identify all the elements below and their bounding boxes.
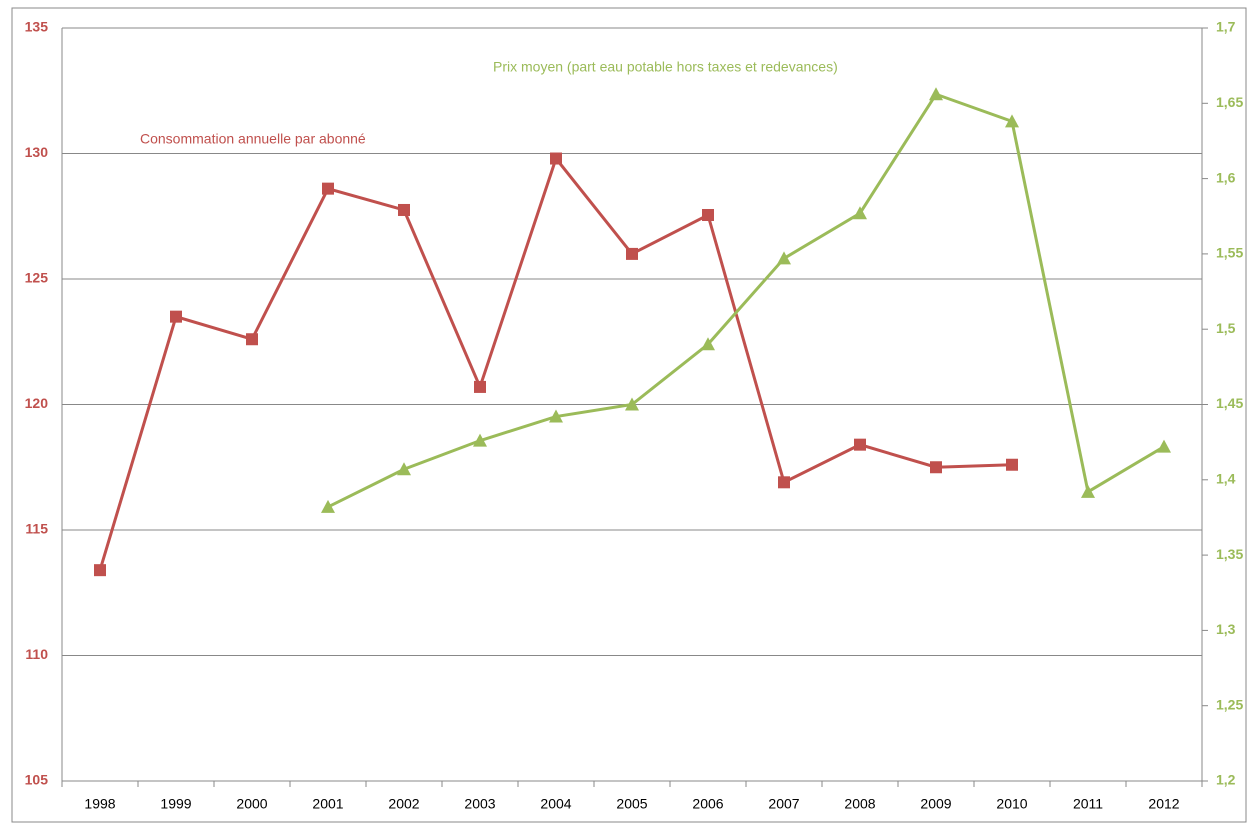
marker bbox=[474, 380, 486, 393]
marker bbox=[473, 433, 487, 447]
marker bbox=[1157, 439, 1171, 453]
marker bbox=[397, 462, 411, 476]
y2-tick-label: 1,45 bbox=[1216, 395, 1243, 411]
y2-tick-label: 1,6 bbox=[1216, 169, 1236, 185]
series-line bbox=[327, 92, 1165, 509]
marker bbox=[1006, 458, 1018, 471]
marker bbox=[549, 409, 563, 423]
y-tick-label: 115 bbox=[25, 521, 48, 537]
marker bbox=[246, 333, 258, 346]
x-tick-label: 2008 bbox=[844, 796, 875, 812]
x-tick-label: 2012 bbox=[1148, 796, 1179, 812]
series-line bbox=[98, 155, 1013, 571]
y-tick-label: 120 bbox=[25, 395, 49, 411]
x-tick-label: 1999 bbox=[160, 796, 191, 812]
y2-tick-label: 1,35 bbox=[1216, 546, 1243, 562]
x-tick-label: 2003 bbox=[464, 796, 495, 812]
marker bbox=[930, 461, 942, 474]
marker bbox=[322, 182, 334, 195]
marker bbox=[625, 397, 639, 411]
y2-tick-label: 1,3 bbox=[1216, 621, 1236, 637]
marker bbox=[398, 203, 410, 216]
marker bbox=[94, 564, 106, 577]
marker bbox=[1081, 484, 1095, 498]
marker bbox=[701, 337, 715, 351]
y2-tick-label: 1,25 bbox=[1216, 696, 1243, 712]
y2-tick-label: 1,4 bbox=[1216, 471, 1236, 487]
marker bbox=[854, 438, 866, 451]
x-tick-label: 2000 bbox=[236, 796, 267, 812]
y2-tick-label: 1,65 bbox=[1216, 94, 1243, 110]
x-tick-label: 2007 bbox=[768, 796, 799, 812]
series-label: Consommation annuelle par abonné bbox=[140, 131, 366, 147]
marker bbox=[777, 251, 791, 265]
marker bbox=[626, 247, 638, 260]
x-tick-label: 2010 bbox=[996, 796, 1027, 812]
x-tick-label: 2011 bbox=[1073, 796, 1103, 812]
marker bbox=[170, 310, 182, 323]
y-tick-label: 130 bbox=[25, 144, 49, 160]
marker bbox=[929, 87, 943, 101]
marker bbox=[853, 206, 867, 220]
marker bbox=[550, 152, 562, 165]
y-tick-label: 110 bbox=[25, 646, 48, 662]
x-tick-label: 2002 bbox=[388, 796, 419, 812]
marker bbox=[1005, 114, 1019, 128]
x-tick-label: 2006 bbox=[692, 796, 723, 812]
marker bbox=[702, 208, 714, 221]
y2-tick-label: 1,2 bbox=[1216, 772, 1236, 788]
x-tick-label: 2004 bbox=[540, 796, 571, 812]
y2-tick-label: 1,5 bbox=[1216, 320, 1236, 336]
x-tick-label: 1998 bbox=[84, 796, 115, 812]
y-tick-label: 135 bbox=[25, 19, 49, 35]
x-tick-label: 2005 bbox=[616, 796, 647, 812]
marker bbox=[321, 499, 335, 513]
y2-tick-label: 1,7 bbox=[1216, 19, 1236, 35]
y-tick-label: 125 bbox=[25, 270, 49, 286]
x-tick-label: 2001 bbox=[312, 796, 343, 812]
y2-tick-label: 1,55 bbox=[1216, 245, 1243, 261]
marker bbox=[778, 476, 790, 489]
series-label: Prix moyen (part eau potable hors taxes … bbox=[493, 59, 838, 75]
y-tick-label: 105 bbox=[25, 772, 49, 788]
x-tick-label: 2009 bbox=[920, 796, 951, 812]
chart-frame bbox=[11, 7, 1247, 823]
